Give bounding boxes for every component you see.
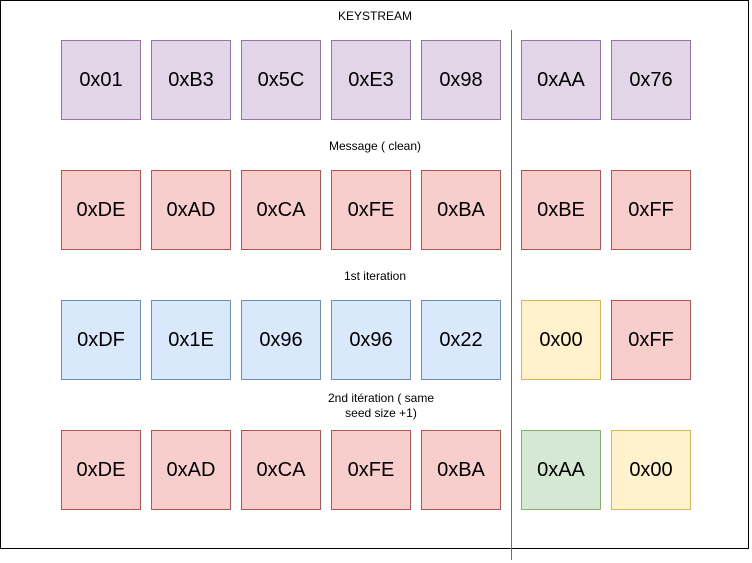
- diagram-frame: [0, 0, 749, 549]
- iteration-1-byte-cell: 0x22: [421, 300, 501, 380]
- keystream-label: KEYSTREAM: [337, 9, 412, 23]
- keystream-byte-cell: 0x01: [61, 40, 141, 120]
- message-byte-cell: 0xBA: [421, 170, 501, 250]
- message-byte-cell: 0xAD: [151, 170, 231, 250]
- message-byte-cell: 0xCA: [241, 170, 321, 250]
- iteration-1-byte-cell: 0x96: [331, 300, 411, 380]
- iteration-2-label-line2: seed size +1): [345, 406, 417, 420]
- iteration-1-byte-cell: 0x1E: [151, 300, 231, 380]
- iteration-1-byte-cell: 0x96: [241, 300, 321, 380]
- iteration-1-byte-cell: 0x00: [521, 300, 601, 380]
- iteration-2-byte-cell: 0xDE: [61, 430, 141, 510]
- message-byte-cell: 0xBE: [521, 170, 601, 250]
- iteration-2-byte-cell: 0xFE: [331, 430, 411, 510]
- iteration-2-byte-cell: 0x00: [611, 430, 691, 510]
- message-byte-cell: 0xFF: [611, 170, 691, 250]
- keystream-byte-cell: 0xB3: [151, 40, 231, 120]
- keystream-byte-cell: 0x76: [611, 40, 691, 120]
- keystream-byte-cell: 0xE3: [331, 40, 411, 120]
- iteration-1-label: 1st iteration: [343, 269, 407, 283]
- iteration-2-byte-cell: 0xCA: [241, 430, 321, 510]
- divider-line: [511, 30, 512, 560]
- keystream-byte-cell: 0x98: [421, 40, 501, 120]
- message-byte-cell: 0xFE: [331, 170, 411, 250]
- iteration-2-label-line1: 2nd itération ( same: [327, 391, 435, 405]
- message-label: Message ( clean): [328, 139, 422, 153]
- iteration-2-byte-cell: 0xAD: [151, 430, 231, 510]
- iteration-2-byte-cell: 0xAA: [521, 430, 601, 510]
- keystream-byte-cell: 0x5C: [241, 40, 321, 120]
- iteration-1-byte-cell: 0xDF: [61, 300, 141, 380]
- keystream-byte-cell: 0xAA: [521, 40, 601, 120]
- message-byte-cell: 0xDE: [61, 170, 141, 250]
- iteration-1-byte-cell: 0xFF: [611, 300, 691, 380]
- iteration-2-byte-cell: 0xBA: [421, 430, 501, 510]
